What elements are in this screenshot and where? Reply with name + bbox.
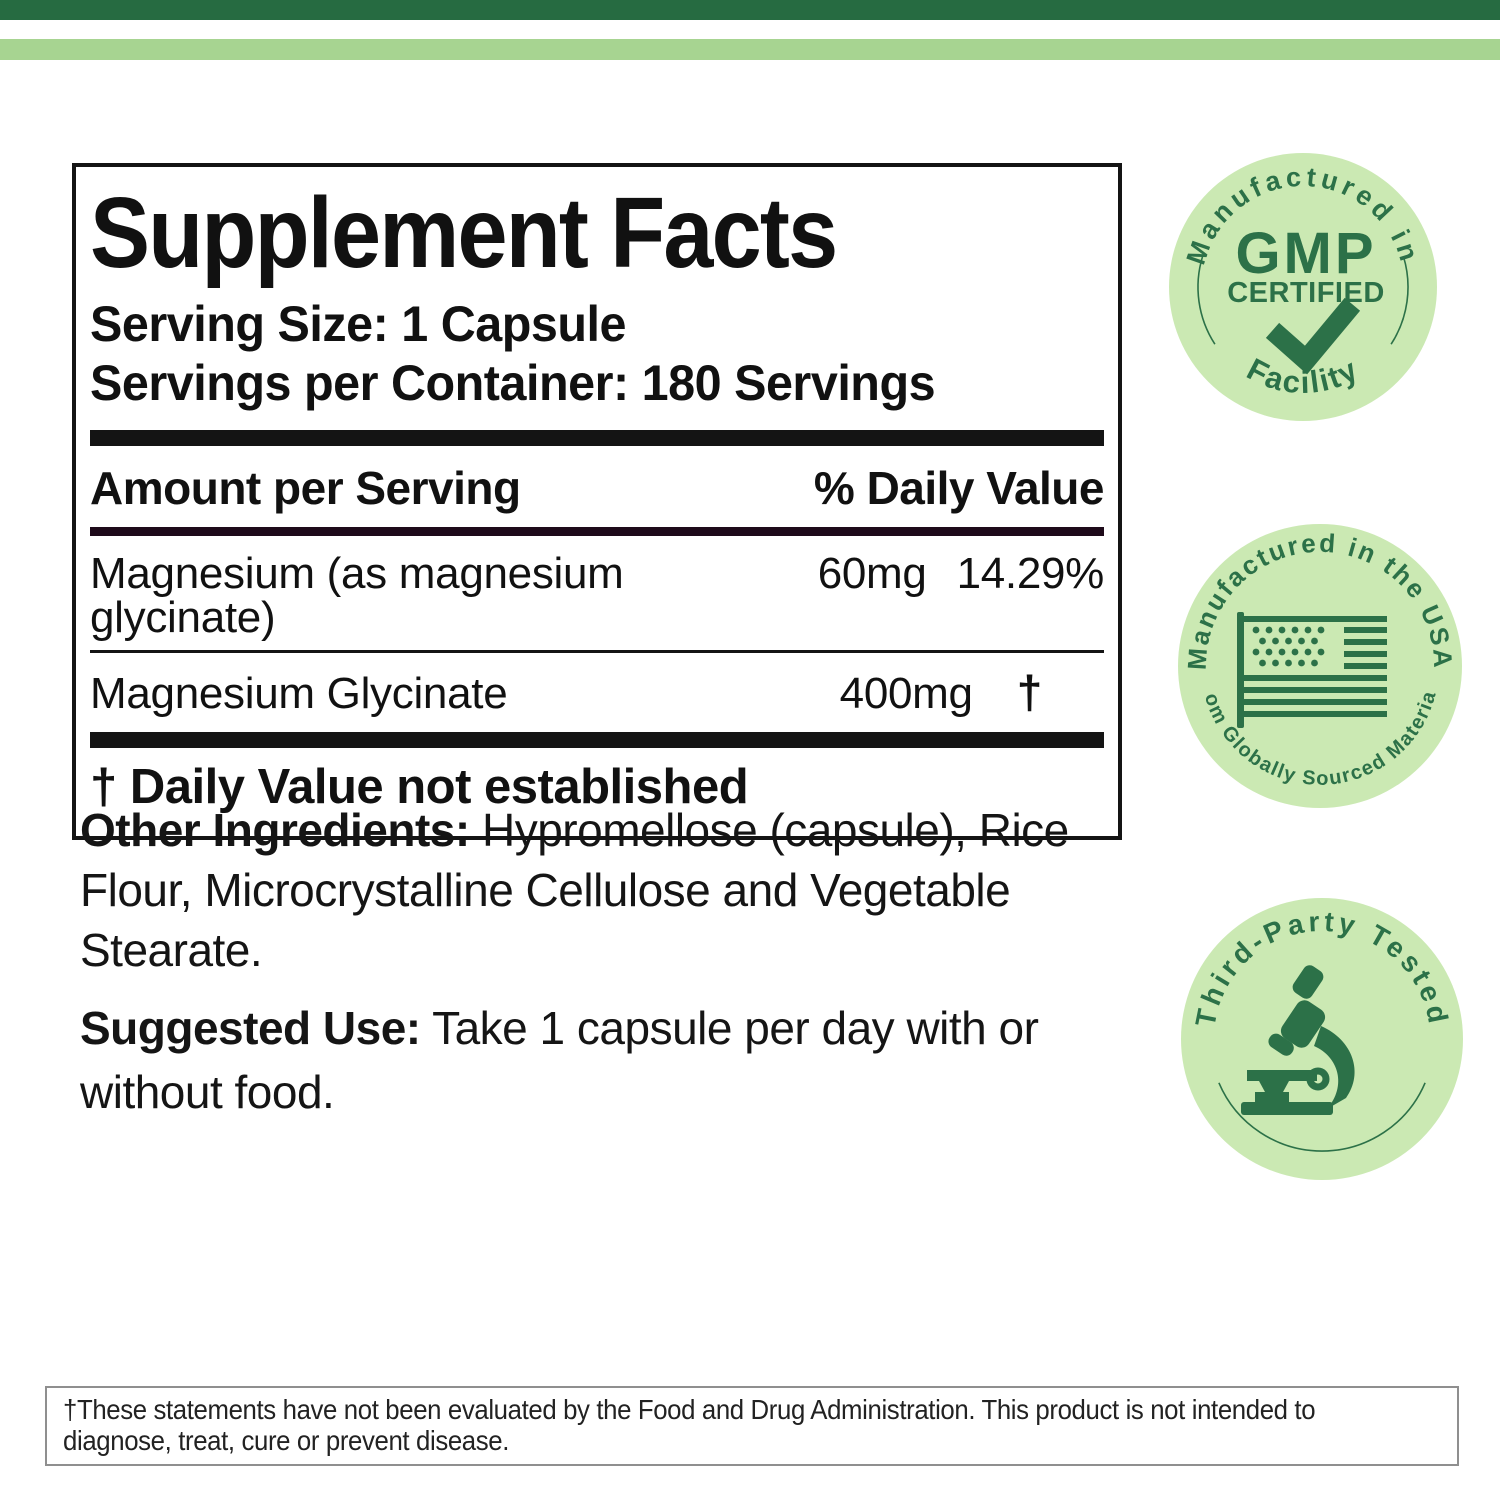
servings-per-container: Servings per Container: 180 Servings xyxy=(90,355,936,411)
badge-made-in-usa: Manufactured in the USA xyxy=(1178,524,1462,808)
fda-disclaimer-box: †These statements have not been evaluate… xyxy=(45,1386,1459,1466)
other-ingredients-label: Other Ingredients: xyxy=(80,804,470,856)
badge-circle xyxy=(1169,153,1437,421)
badge-circle xyxy=(1178,524,1462,808)
us-flag-icon xyxy=(1237,612,1387,728)
other-ingredients-text: Hypromellose (capsule), Rice Flour, Micr… xyxy=(80,804,1069,976)
other-ingredients: Other Ingredients: Hypromellose (capsule… xyxy=(80,800,1170,980)
table-row: Magnesium (as magnesium glycinate) 60mg … xyxy=(90,552,1104,640)
left-arc-line xyxy=(1197,256,1216,345)
right-arc-line xyxy=(1390,256,1409,345)
nutrient-dv: 14.29% xyxy=(956,549,1105,598)
badge-third-party-tested: Third-Party Tested xyxy=(1181,898,1463,1180)
supplement-facts-panel: Supplement Facts Serving Size: 1 Capsule… xyxy=(72,163,1122,840)
table-header: Amount per Serving % Daily Value xyxy=(90,462,1105,514)
badge-gmp-certified: Manufactured in GMP CERTIFIED Facility xyxy=(1169,153,1437,421)
nutrient-dv-dagger: † xyxy=(1016,666,1043,718)
suggested-use: Suggested Use: Take 1 capsule per day wi… xyxy=(80,996,1170,1124)
header-amount: Amount per Serving xyxy=(90,462,521,514)
serving-size: Serving Size: 1 Capsule xyxy=(90,296,627,352)
disclaimer-line-2: diagnose, treat, cure or prevent disease… xyxy=(63,1425,510,1456)
thick-rule-bottom xyxy=(90,732,1104,748)
checkmark-icon xyxy=(1265,297,1361,375)
bottom-arc-line xyxy=(1218,1082,1426,1152)
nutrient-name: Magnesium (as magnesium glycinate) xyxy=(90,549,624,642)
disclaimer-line-1: †These statements have not been evaluate… xyxy=(63,1394,1316,1425)
dv-footnote: † Daily Value not established xyxy=(90,760,749,814)
suggested-use-label: Suggested Use: xyxy=(80,1002,421,1054)
header-daily-value: % Daily Value xyxy=(813,462,1105,514)
top-light-green-bar xyxy=(0,39,1500,60)
panel-title: Supplement Facts xyxy=(90,177,838,289)
badge-certified-text: CERTIFIED xyxy=(1227,277,1385,309)
nutrient-name: Magnesium Glycinate xyxy=(90,669,508,718)
thin-rule xyxy=(90,650,1104,653)
suggested-use-text: Take 1 capsule per day with or without f… xyxy=(80,1002,1039,1118)
thick-rule-top xyxy=(90,430,1104,446)
badge-gmp-text: GMP xyxy=(1235,221,1376,286)
nutrient-amount: 400mg xyxy=(839,669,973,718)
medium-rule xyxy=(90,527,1104,536)
top-dark-green-bar xyxy=(0,0,1500,20)
nutrient-amount: 60mg xyxy=(817,549,927,598)
microscope-icon xyxy=(1241,965,1355,1115)
table-row: Magnesium Glycinate 400mg † xyxy=(90,669,1104,716)
